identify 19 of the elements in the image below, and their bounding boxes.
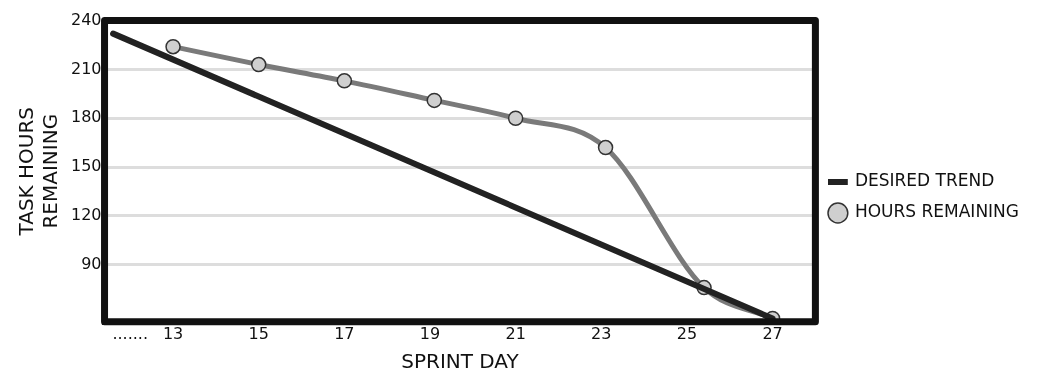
x-tick-label: 19 bbox=[419, 323, 441, 343]
x-tick-label: 23 bbox=[591, 323, 612, 343]
y-axis-title: TASK HOURS REMAINING bbox=[14, 106, 63, 237]
x-axis-title: SPRINT DAY bbox=[401, 349, 520, 374]
x-tick-label: 25 bbox=[676, 323, 698, 343]
x-tick-label: 13 bbox=[162, 323, 184, 343]
y-tick-label: 240 bbox=[70, 9, 102, 29]
y-tick-label: 90 bbox=[81, 253, 102, 273]
legend-label: HOURS REMAINING bbox=[854, 201, 1020, 222]
x-tick-label: 27 bbox=[762, 323, 783, 343]
y-tick-label: 150 bbox=[70, 156, 102, 176]
x-tick-label: ....... bbox=[112, 323, 149, 343]
x-tick-label: 15 bbox=[248, 323, 269, 343]
x-tick-label: 17 bbox=[334, 323, 355, 343]
y-tick-label: 210 bbox=[70, 58, 102, 78]
y-tick-label: 120 bbox=[70, 205, 102, 225]
x-tick-label: 21 bbox=[505, 323, 526, 343]
y-tick-label: 180 bbox=[70, 107, 102, 127]
legend-label: DESIRED TREND bbox=[854, 170, 995, 191]
